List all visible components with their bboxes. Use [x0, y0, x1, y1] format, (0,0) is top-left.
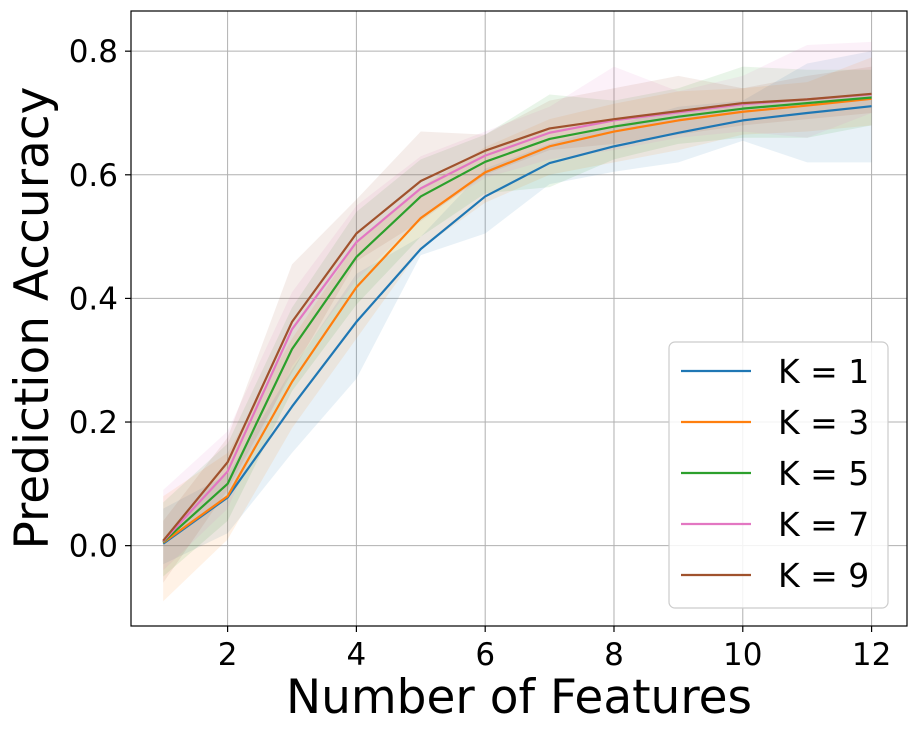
x-tick-label: 12: [852, 637, 891, 673]
y-axis-title: Prediction Accuracy: [5, 86, 60, 549]
x-tick-label: 2: [218, 637, 238, 673]
legend-box: [668, 341, 889, 609]
series-lines: [162, 92, 872, 545]
series-line-k=1: [162, 105, 872, 545]
y-tick-label: 0.6: [69, 158, 118, 194]
legend-label: K = 7: [778, 505, 869, 544]
x-tick-label: 8: [604, 637, 624, 673]
x-tick-label: 10: [723, 637, 762, 673]
series-line-k=5: [162, 96, 872, 543]
band-k=5: [163, 66, 872, 577]
band-k=7: [163, 41, 872, 571]
band-k=9: [163, 66, 872, 583]
y-tick-label: 0.0: [69, 529, 118, 565]
plot-frame: [130, 10, 908, 627]
y-axis-ticks: 0.0 0.2 0.4 0.6 0.8: [69, 34, 131, 565]
series-line-k=3: [162, 97, 872, 544]
grid-lines: [131, 11, 907, 626]
band-k=1: [163, 51, 872, 565]
x-axis-ticks: 2 4 6 8 10 12: [218, 626, 891, 673]
legend-label: K = 3: [778, 403, 869, 442]
x-tick-label: 4: [347, 637, 367, 673]
series-line-k=9: [162, 92, 872, 542]
y-tick-label: 0.2: [69, 405, 118, 441]
legend-label: K = 9: [778, 556, 869, 595]
legend-label: K = 1: [778, 352, 869, 391]
x-tick-label: 6: [475, 637, 495, 673]
legend-label: K = 5: [778, 454, 869, 493]
legend: K = 1 K = 3 K = 5 K = 7 K = 9: [668, 341, 889, 609]
y-tick-label: 0.8: [69, 34, 118, 70]
x-axis-title: Number of Features: [286, 670, 752, 725]
y-tick-label: 0.4: [69, 281, 118, 317]
